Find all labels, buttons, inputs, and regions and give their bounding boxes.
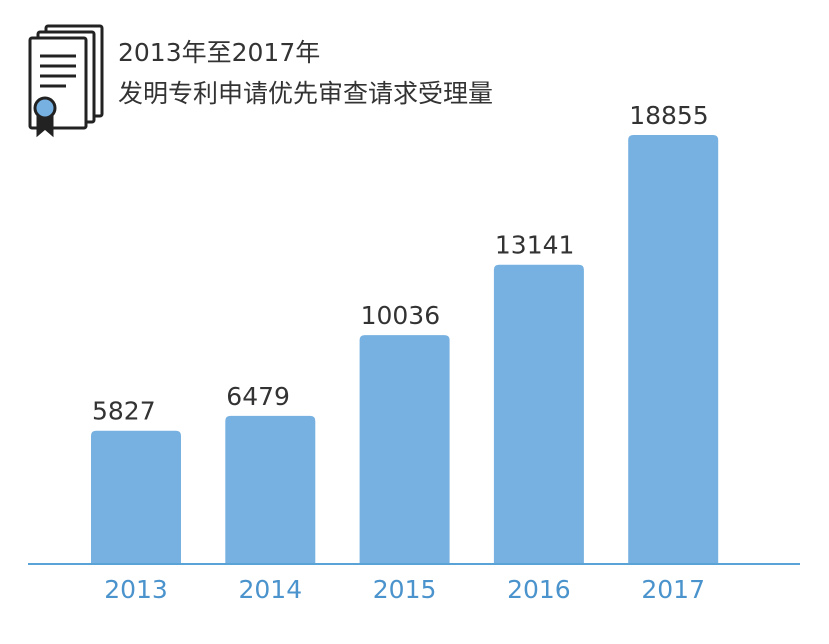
certificate-icon <box>28 24 104 138</box>
x-tick-label: 2015 <box>373 575 437 604</box>
value-label: 6479 <box>226 382 290 411</box>
bar <box>91 430 181 563</box>
chart-subtitle: 发明专利申请优先审查请求受理量 <box>118 79 493 108</box>
bar <box>493 264 584 563</box>
x-tick-label: 2013 <box>104 575 168 604</box>
x-tick-label: 2016 <box>507 575 571 604</box>
bar <box>225 415 316 563</box>
value-label: 13141 <box>495 231 575 260</box>
bar <box>359 335 450 563</box>
chart-title: 2013年至2017年 <box>118 38 320 67</box>
value-label: 18855 <box>629 101 709 130</box>
value-label: 5827 <box>92 397 156 426</box>
value-label: 10036 <box>361 301 441 330</box>
x-tick-label: 2017 <box>641 575 705 604</box>
x-tick-label: 2014 <box>238 575 302 604</box>
bar <box>628 135 719 563</box>
